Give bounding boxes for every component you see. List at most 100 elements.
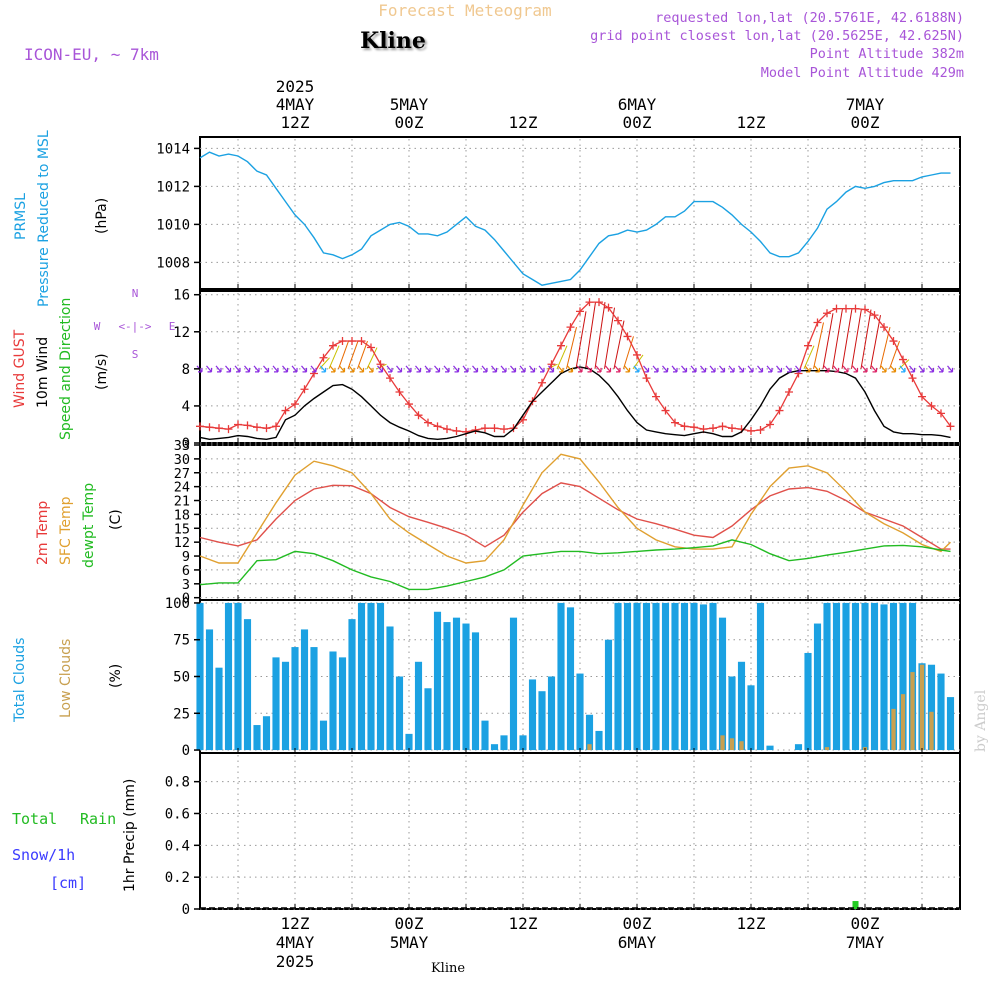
total-cloud-bar [405, 733, 413, 751]
gust-hatch [585, 302, 596, 369]
total-cloud-bar [490, 744, 499, 751]
wind-direction-arrow [614, 365, 621, 373]
wind-direction-arrow [595, 365, 602, 373]
wind-direction-arrow [424, 365, 431, 373]
low-cloud-bar [900, 694, 906, 751]
y-tick-label: 18 [174, 507, 190, 523]
gust-marker [680, 422, 689, 431]
y-tick-label: 30 [174, 452, 190, 468]
wind-direction-arrow [244, 365, 251, 373]
wind-direction-arrow [728, 365, 735, 373]
wind-direction-arrow [481, 365, 488, 373]
hpa-label: (hPa) [94, 198, 110, 234]
gust-marker [804, 341, 812, 350]
top-time-label: 12Z [281, 113, 310, 132]
y-tick-label: 0.4 [165, 838, 190, 854]
total-cloud-bar [224, 602, 233, 751]
total-clouds-label: Total Clouds [12, 638, 28, 723]
temp-dewpt-label: dewpt Temp [81, 483, 97, 568]
wind-direction-arrow [833, 365, 840, 373]
gust-marker [272, 422, 280, 431]
celsius-label: (C) [108, 509, 124, 530]
wind-direction-arrow [776, 365, 783, 373]
wind-direction-arrow [605, 365, 612, 373]
gust-hatch [347, 340, 359, 370]
gust-marker [500, 425, 508, 434]
wind-direction-arrow [852, 365, 859, 373]
wind-10m-label: 10m Wind [35, 337, 51, 408]
y-tick-label: 1012 [156, 179, 190, 195]
gust-marker [547, 360, 556, 369]
total-cloud-bar [576, 673, 584, 751]
gust-hatch [556, 345, 568, 370]
wind-direction-arrow [690, 365, 697, 373]
bottom-time-label: 5MAY [390, 933, 429, 952]
compass-arrows: <-|-> [118, 320, 151, 333]
y-tick-label: 1008 [156, 255, 190, 271]
y-tick-label: 0 [182, 743, 190, 759]
gust-hatch [889, 340, 900, 370]
wind-gust-label: Wind GUST [12, 329, 28, 408]
y-tick-label: 33 [174, 438, 190, 454]
wind-direction-arrow [937, 365, 944, 373]
top-time-label: 5MAY [390, 95, 429, 114]
wind-direction-arrow [643, 365, 650, 373]
cloud-series [196, 602, 955, 751]
total-cloud-bar [633, 602, 641, 751]
y-tick-label: 0.2 [165, 870, 190, 886]
gust-marker [338, 337, 347, 346]
panel-frames [199, 136, 961, 910]
gust-marker [899, 355, 907, 364]
wind-direction-arrow [386, 365, 393, 373]
snow-label: Snow/1h [12, 846, 75, 864]
gust-marker [253, 423, 261, 432]
total-cloud-bar [462, 623, 470, 751]
gust-marker [224, 425, 233, 434]
temp-panel [199, 444, 961, 601]
gust-marker [604, 303, 613, 312]
pressure-reduced-label: Pressure Reduced to MSL [36, 130, 52, 307]
wind-direction-arrow [871, 365, 878, 373]
temp-series [199, 453, 951, 591]
y-tick-label: 3 [182, 577, 190, 593]
y-tick-label: 0 [182, 591, 190, 607]
total-cloud-bar [595, 730, 603, 751]
total-rain-label: Total [12, 810, 57, 828]
total-cloud-bar [414, 661, 423, 751]
axis-ticks: 1008101010121014048121603691215182124273… [156, 141, 960, 918]
y-tick-label: 0 [182, 436, 190, 452]
bottom-time-label: 2025 [276, 952, 315, 971]
total-cloud-bar [481, 720, 489, 751]
model-altitude: Model Point Altitude 429m [761, 65, 964, 81]
gust-marker [709, 424, 717, 433]
gust-marker [319, 353, 328, 362]
top-time-label: 12Z [737, 113, 766, 132]
wind-direction-arrow [928, 365, 935, 373]
gust-marker [918, 392, 926, 401]
gust-marker [633, 350, 641, 359]
total-cloud-bar [851, 602, 860, 751]
wind-direction-arrow [291, 365, 298, 373]
total-cloud-bar [737, 661, 746, 751]
total-cloud-bar [652, 602, 660, 751]
rain-label: Rain [80, 810, 116, 828]
low-cloud-bar [824, 747, 830, 751]
top-time-label: 00Z [623, 113, 652, 132]
wind-direction-arrow [652, 365, 659, 373]
wind-direction-arrow [700, 365, 707, 373]
compass-n: N [132, 287, 139, 300]
pressure-line [199, 151, 951, 286]
total-cloud-bar [547, 676, 556, 751]
gust-marker [614, 316, 622, 325]
low-cloud-bar [739, 741, 744, 751]
bottom-time-label: 6MAY [618, 933, 657, 952]
gust-marker [652, 392, 660, 401]
wind-direction-arrow [491, 365, 498, 373]
total-cloud-bar [804, 652, 812, 751]
gust-marker [661, 406, 670, 415]
gust-marker [908, 374, 917, 383]
wind-direction-arrow [766, 365, 773, 373]
gust-marker [889, 337, 898, 346]
y-tick-label: 100 [165, 596, 190, 612]
wind-direction-arrow [396, 365, 403, 373]
